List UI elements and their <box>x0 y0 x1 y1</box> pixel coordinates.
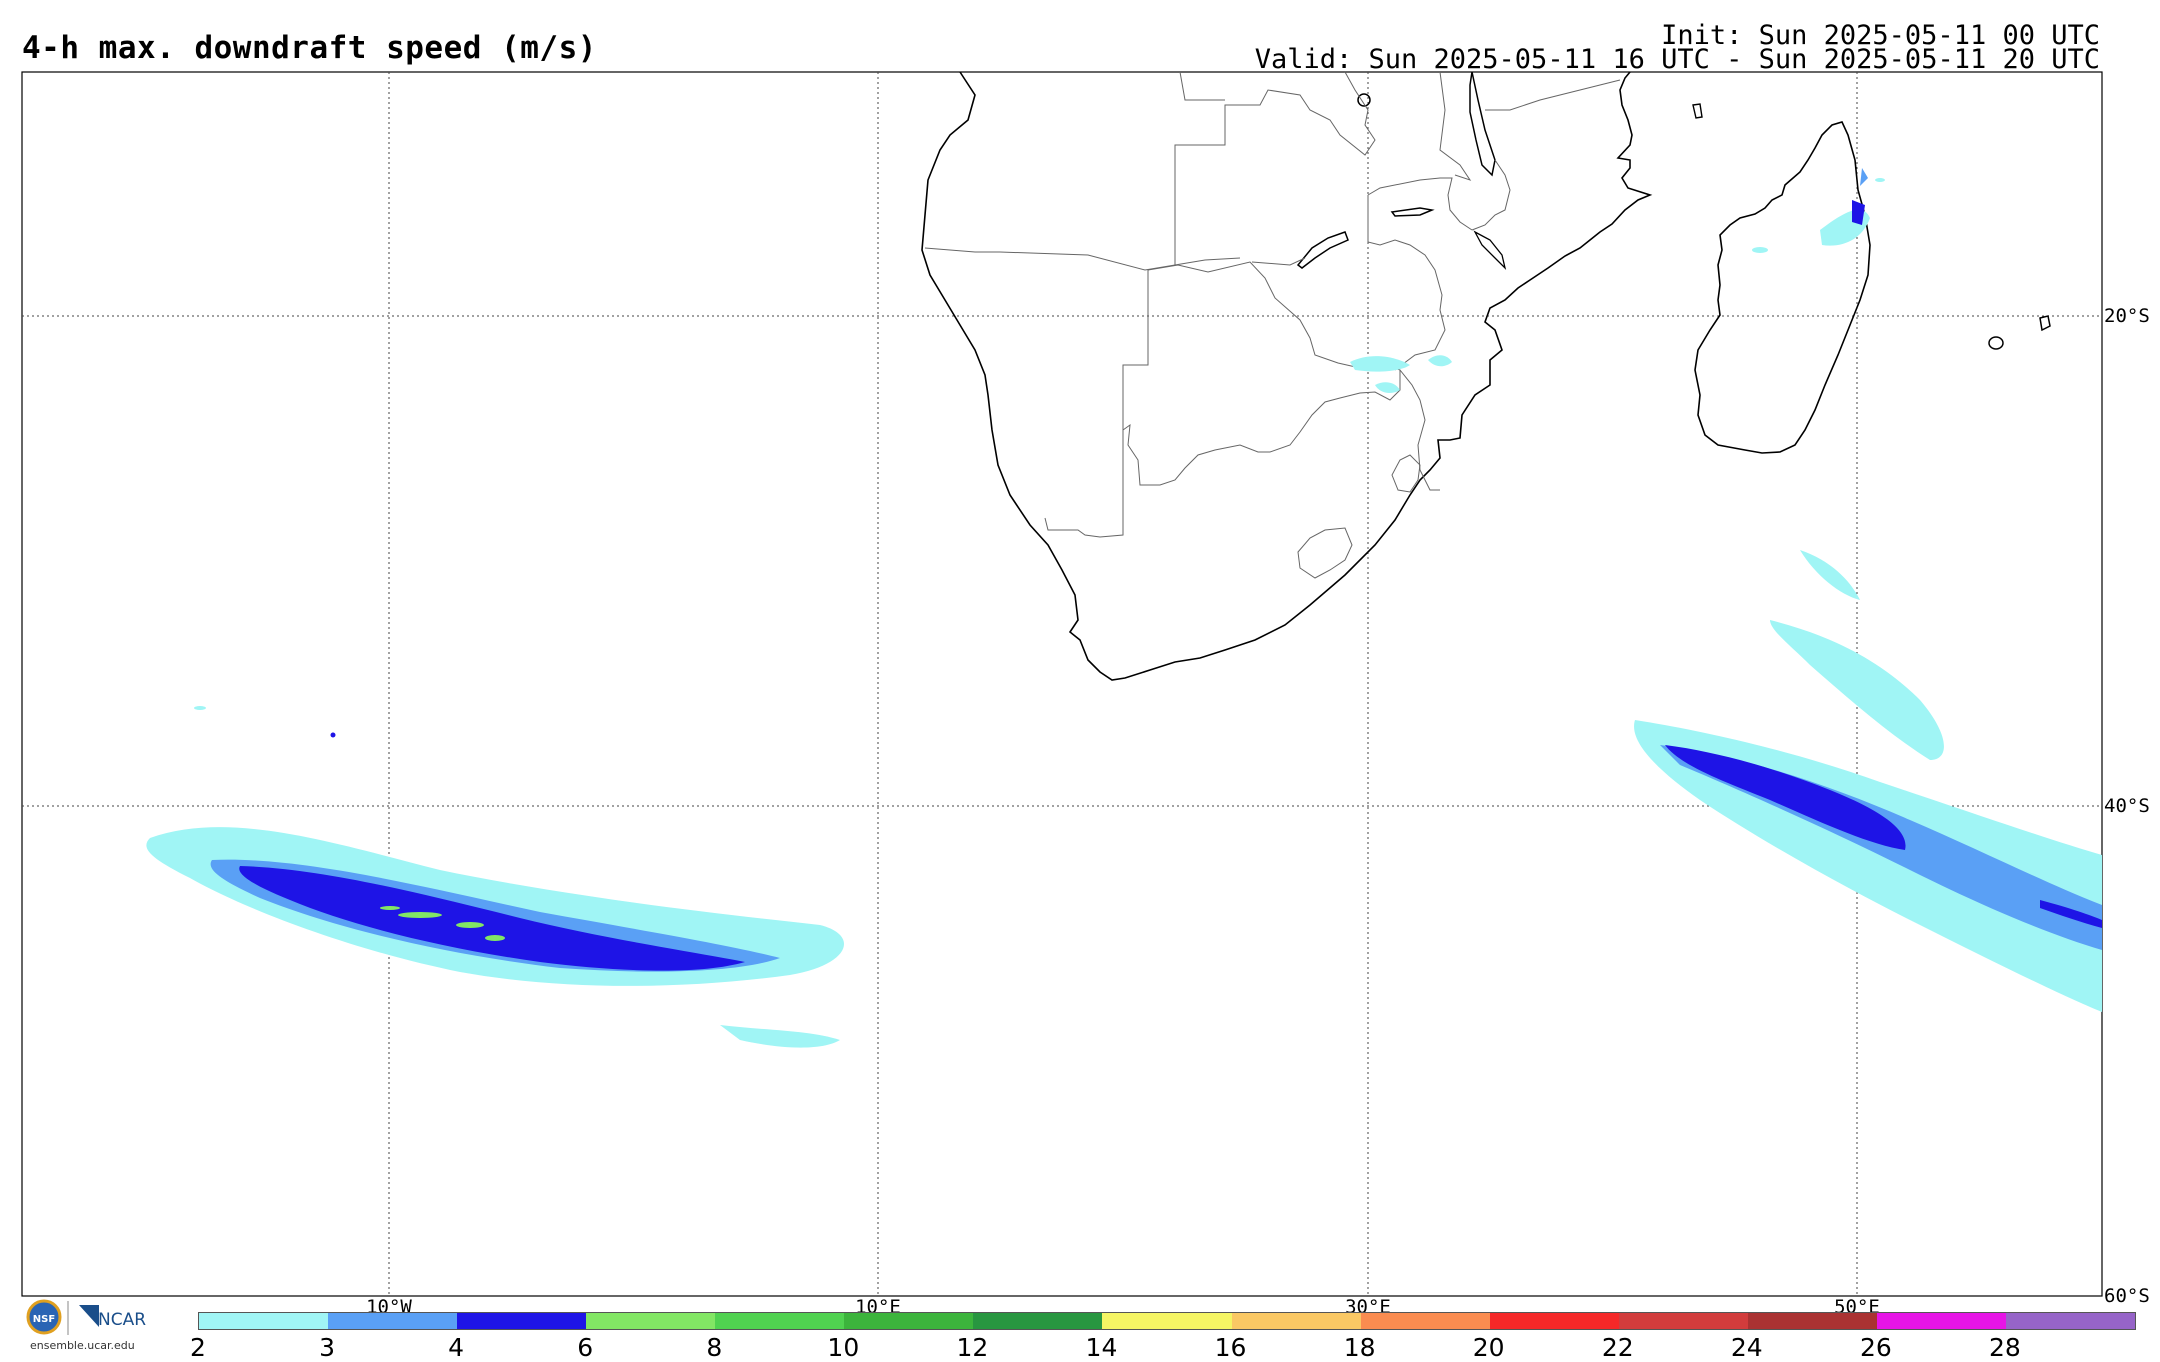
colorbar-tick-label: 26 <box>1859 1333 1892 1362</box>
graticule <box>22 72 2102 1296</box>
colorbar-tick-label: 24 <box>1730 1333 1763 1362</box>
cahora-bassa <box>1390 207 1435 217</box>
reunion <box>1988 336 2004 350</box>
colorbar-swatch-5 <box>844 1313 974 1329</box>
colorbar-tick-label: 10 <box>827 1333 860 1362</box>
colorbar-tick-label: 20 <box>1472 1333 1505 1362</box>
colorbar-swatch-13 <box>1876 1313 2006 1329</box>
nsf-seal-icon <box>26 1299 62 1335</box>
lake-kariba <box>1296 231 1349 269</box>
comoros <box>1692 103 1703 119</box>
lake-malawi <box>1469 71 1496 177</box>
colorbar-swatch-9 <box>1360 1313 1490 1329</box>
colorbar-tick-label: 8 <box>706 1333 723 1362</box>
colorbar-swatch-2 <box>457 1313 587 1329</box>
colorbar-tick-label: 14 <box>1085 1333 1118 1362</box>
colorbar-swatch-10 <box>1489 1313 1619 1329</box>
nsf-ncar-logo: NSF NCAR <box>26 1299 146 1335</box>
colorbar-swatch-14 <box>2005 1313 2135 1329</box>
colorbar-tick-label: 12 <box>956 1333 989 1362</box>
lake-north <box>1357 93 1371 107</box>
colorbar-tick-label: 6 <box>577 1333 594 1362</box>
colorbar-tick-label: 2 <box>190 1333 206 1362</box>
madagascar-coastline <box>1694 121 1871 454</box>
colorbar-tick-label: 28 <box>1989 1333 2021 1362</box>
downdraft-field-zimbabwe <box>1350 355 1452 393</box>
africa-coastline <box>921 71 1653 681</box>
colorbar-swatch-3 <box>586 1313 716 1329</box>
downdraft-field-west <box>146 706 845 1048</box>
colorbar-swatch-11 <box>1618 1313 1748 1329</box>
colorbar-tick-label: 3 <box>319 1333 336 1362</box>
lat-label-20s: 20°S <box>2104 305 2150 327</box>
logo-url: ensemble.ucar.edu <box>30 1339 135 1352</box>
ncar-icon <box>79 1305 99 1327</box>
colorbar-swatch-4 <box>715 1313 845 1329</box>
colorbar-swatch-8 <box>1231 1313 1361 1329</box>
svg-text:NSF: NSF <box>33 1314 55 1325</box>
lat-label-40s: 40°S <box>2104 795 2150 817</box>
colorbar-tick-label: 16 <box>1214 1333 1247 1362</box>
colorbar <box>198 1312 2136 1330</box>
mauritius <box>2039 315 2051 332</box>
river-mouth <box>1473 230 1507 271</box>
downdraft-field-east <box>1634 168 2102 1012</box>
colorbar-swatch-6 <box>973 1313 1103 1329</box>
map-title: 4-h max. downdraft speed (m/s) <box>22 30 597 66</box>
valid-time: Valid: Sun 2025-05-11 16 UTC - Sun 2025-… <box>1254 44 2100 75</box>
colorbar-tick-label: 4 <box>448 1333 465 1362</box>
colorbar-swatch-7 <box>1102 1313 1232 1329</box>
map-frame <box>21 71 2103 1297</box>
colorbar-tick-label: 18 <box>1343 1333 1376 1362</box>
colorbar-swatch-0 <box>199 1313 329 1329</box>
country-borders <box>924 71 1621 579</box>
colorbar-swatch-12 <box>1747 1313 1877 1329</box>
colorbar-swatch-1 <box>328 1313 458 1329</box>
init-time: Init: Sun 2025-05-11 00 UTC <box>1661 20 2100 51</box>
lat-label-60s: 60°S <box>2104 1285 2150 1307</box>
colorbar-tick-label: 22 <box>1601 1333 1634 1362</box>
ncar-text: NCAR <box>98 1310 146 1330</box>
